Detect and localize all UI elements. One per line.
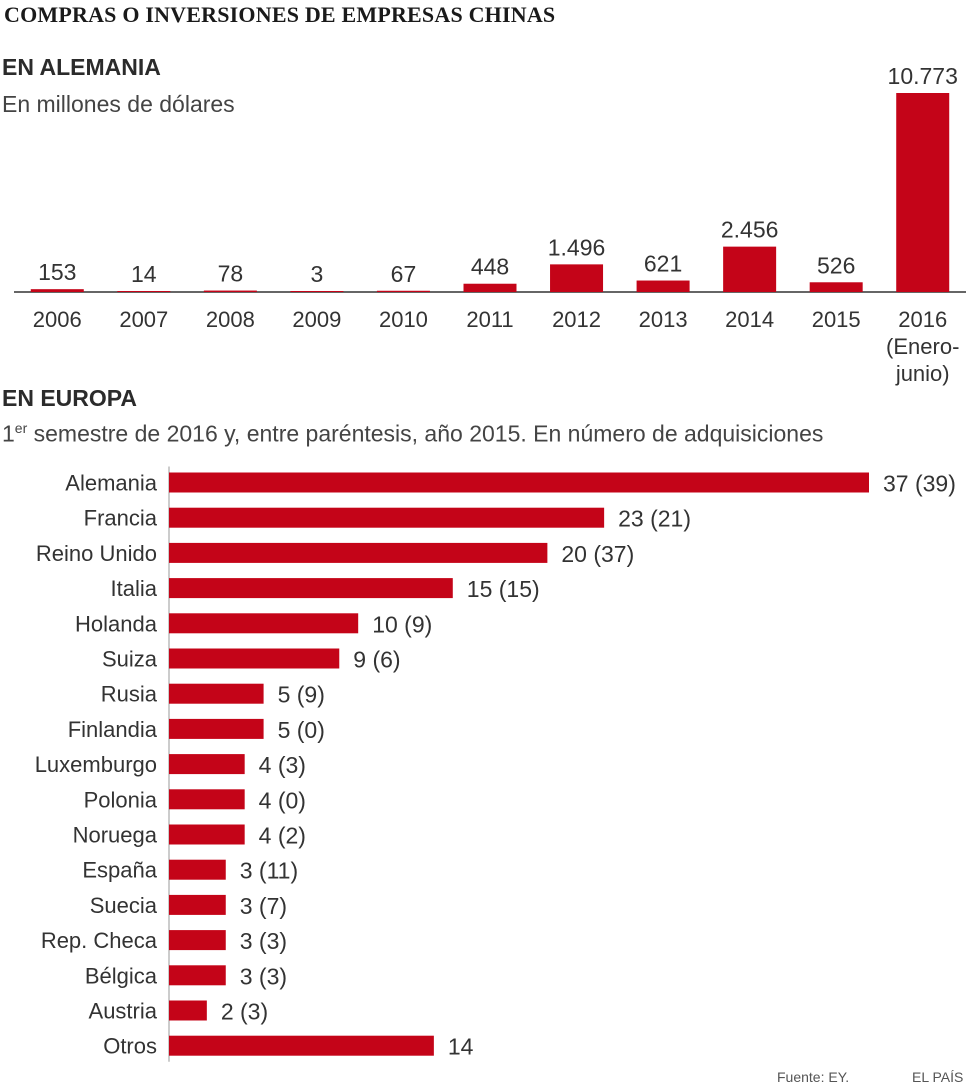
bar-2014	[723, 246, 777, 292]
bar-Austria	[169, 1000, 207, 1021]
bar-Suiza	[169, 648, 340, 669]
bar-Bélgica	[169, 965, 226, 986]
category-label-Luxemburgo: Luxemburgo	[35, 752, 157, 777]
europe-section-title: EN EUROPA	[2, 385, 138, 411]
europe-subtitle-lead: 1	[2, 420, 15, 447]
x-tick-label-2006: 2006	[33, 307, 82, 332]
europe-subtitle: 1er semestre de 2016 y, entre paréntesis…	[2, 420, 823, 448]
x-tick-label-2010: 2010	[379, 307, 428, 332]
bar-Noruega	[169, 824, 245, 845]
x-tick-label-2013: 2013	[639, 307, 688, 332]
category-label-Francia: Francia	[84, 506, 158, 531]
bar-Luxemburgo	[169, 754, 245, 775]
data-label-Suecia: 3 (7)	[240, 893, 287, 919]
x-tick-label-2008: 2008	[206, 307, 255, 332]
x-tick-label-2014: 2014	[725, 307, 774, 332]
bar-Rep. Checa	[169, 930, 226, 951]
bar-Italia	[169, 578, 453, 599]
bar-2016	[896, 93, 950, 292]
x-tick-label-2015: 2015	[812, 307, 861, 332]
x-tick-label-2012: 2012	[552, 307, 601, 332]
x-tick-label-2011: 2011	[466, 307, 513, 332]
data-label-2006: 153	[38, 259, 76, 285]
bar-Polonia	[169, 789, 245, 810]
data-label-Polonia: 4 (0)	[259, 787, 306, 813]
category-label-Finlandia: Finlandia	[68, 717, 158, 742]
data-label-2013: 621	[644, 251, 682, 277]
data-label-2016: 10.773	[888, 63, 958, 89]
bar-España	[169, 859, 226, 880]
bar-2009	[290, 291, 344, 292]
bar-Holanda	[169, 613, 359, 634]
bar-2010	[376, 290, 430, 292]
germany-bar-chart: 153 2006 14 2007 78 2008 3 2009 67 2010 448 2011 1.4…	[14, 63, 966, 386]
europe-subtitle-text: semestre de 2016 y, entre paréntesis, añ…	[27, 420, 824, 447]
data-label-Finlandia: 5 (0)	[278, 717, 325, 743]
x-tick-label-2016: 2016	[898, 307, 947, 332]
category-label-Suecia: Suecia	[90, 893, 158, 918]
category-label-Austria: Austria	[89, 999, 158, 1024]
bar-Francia	[169, 507, 605, 528]
category-label-Polonia: Polonia	[84, 787, 158, 812]
data-label-Rep. Checa: 3 (3)	[240, 928, 287, 954]
category-label-Reino Unido: Reino Unido	[36, 541, 157, 566]
europe-subtitle-sup: er	[14, 420, 28, 436]
category-label-Alemania: Alemania	[65, 471, 157, 496]
category-label-Italia: Italia	[111, 576, 158, 601]
data-label-Otros: 14	[448, 1034, 474, 1060]
data-label-Rusia: 5 (9)	[278, 682, 325, 708]
data-label-Austria: 2 (3)	[221, 999, 268, 1025]
data-label-2007: 14	[131, 261, 157, 287]
data-label-Luxemburgo: 4 (3)	[259, 752, 306, 778]
category-label-Bélgica: Bélgica	[85, 963, 158, 988]
data-label-Italia: 15 (15)	[467, 576, 540, 602]
category-label-España: España	[82, 858, 157, 883]
infographic-title: COMPRAS O INVERSIONES DE EMPRESAS CHINAS	[4, 2, 556, 27]
x-tick-label-2009: 2009	[292, 307, 341, 332]
category-label-Suiza: Suiza	[102, 647, 158, 672]
germany-subtitle: En millones de dólares	[2, 91, 235, 117]
category-label-Rep. Checa: Rep. Checa	[41, 928, 158, 953]
data-label-2010: 67	[391, 261, 417, 287]
x-tick-label-2007: 2007	[119, 307, 168, 332]
germany-section-title: EN ALEMANIA	[2, 54, 161, 80]
brand-logo: EL PAÍS	[912, 1069, 964, 1085]
data-label-2008: 78	[218, 261, 244, 287]
category-label-Noruega: Noruega	[73, 823, 158, 848]
source-note: Fuente: EY.	[777, 1069, 850, 1085]
bar-2006	[30, 289, 84, 292]
data-label-2015: 526	[817, 252, 855, 278]
bar-Suecia	[169, 894, 226, 915]
category-label-Otros: Otros	[103, 1034, 157, 1059]
data-label-2011: 448	[471, 254, 509, 280]
bar-Alemania	[169, 472, 869, 493]
data-label-Francia: 23 (21)	[618, 506, 691, 532]
data-label-Alemania: 37 (39)	[883, 471, 956, 497]
bar-2015	[809, 282, 863, 292]
bar-2013	[636, 280, 690, 292]
data-label-España: 3 (11)	[240, 858, 298, 884]
category-label-Rusia: Rusia	[101, 682, 158, 707]
bar-Finlandia	[169, 718, 264, 739]
data-label-Suiza: 9 (6)	[353, 647, 400, 673]
bar-Otros	[169, 1035, 434, 1056]
bar-2012	[550, 264, 604, 292]
x-tick-note-2016-1: (Enero-	[886, 334, 959, 359]
bar-Reino Unido	[169, 542, 548, 563]
bar-2008	[203, 290, 257, 292]
bar-2007	[117, 291, 171, 292]
data-label-Holanda: 10 (9)	[372, 611, 432, 637]
bar-Rusia	[169, 683, 264, 704]
data-label-Reino Unido: 20 (37)	[561, 541, 634, 567]
data-label-Bélgica: 3 (3)	[240, 963, 287, 989]
data-label-2014: 2.456	[721, 217, 779, 243]
x-tick-note-2016-2: junio)	[895, 361, 950, 386]
category-label-Holanda: Holanda	[75, 611, 158, 636]
bar-2011	[463, 283, 517, 292]
data-label-2009: 3	[311, 261, 324, 287]
data-label-Noruega: 4 (2)	[259, 823, 306, 849]
data-label-2012: 1.496	[548, 234, 606, 260]
